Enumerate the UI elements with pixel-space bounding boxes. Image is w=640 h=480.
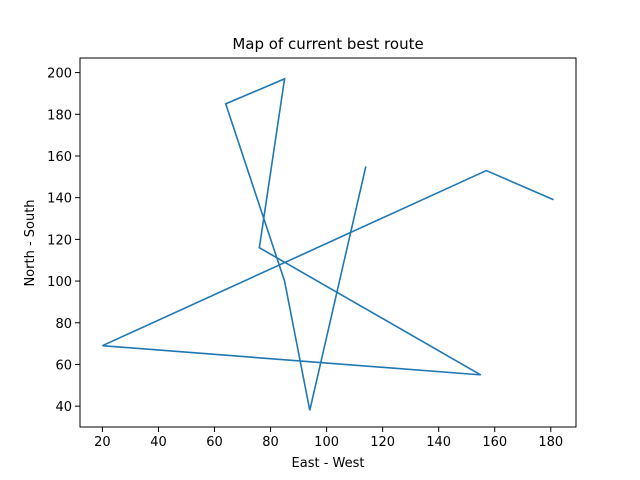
x-axis-label: East - West <box>292 456 365 471</box>
y-tick-label: 200 <box>47 67 72 82</box>
chart-title: Map of current best route <box>232 35 423 53</box>
x-tick-label: 140 <box>426 435 451 450</box>
x-axis: 20 40 60 80 100 120 140 160 180 <box>94 427 563 450</box>
y-tick-label: 60 <box>55 358 72 373</box>
x-tick-label: 60 <box>206 435 223 450</box>
route-line <box>102 77 554 411</box>
x-tick-label: 100 <box>314 435 339 450</box>
y-tick-label: 140 <box>47 192 72 207</box>
y-tick-label: 120 <box>47 233 72 248</box>
y-axis-label: North - South <box>23 199 38 286</box>
y-axis: 40 60 80 100 120 140 160 180 200 <box>47 67 80 415</box>
y-tick-label: 40 <box>55 400 72 415</box>
plot-area <box>102 77 554 411</box>
x-tick-label: 120 <box>370 435 395 450</box>
x-tick-label: 80 <box>262 435 279 450</box>
plot-frame <box>79 57 577 428</box>
x-tick-label: 20 <box>94 435 111 450</box>
y-tick-label: 100 <box>47 275 72 290</box>
y-tick-label: 160 <box>47 150 72 165</box>
x-tick-label: 160 <box>482 435 507 450</box>
y-tick-label: 80 <box>55 317 72 332</box>
x-tick-label: 40 <box>150 435 167 450</box>
y-tick-label: 180 <box>47 108 72 123</box>
x-tick-label: 180 <box>538 435 563 450</box>
